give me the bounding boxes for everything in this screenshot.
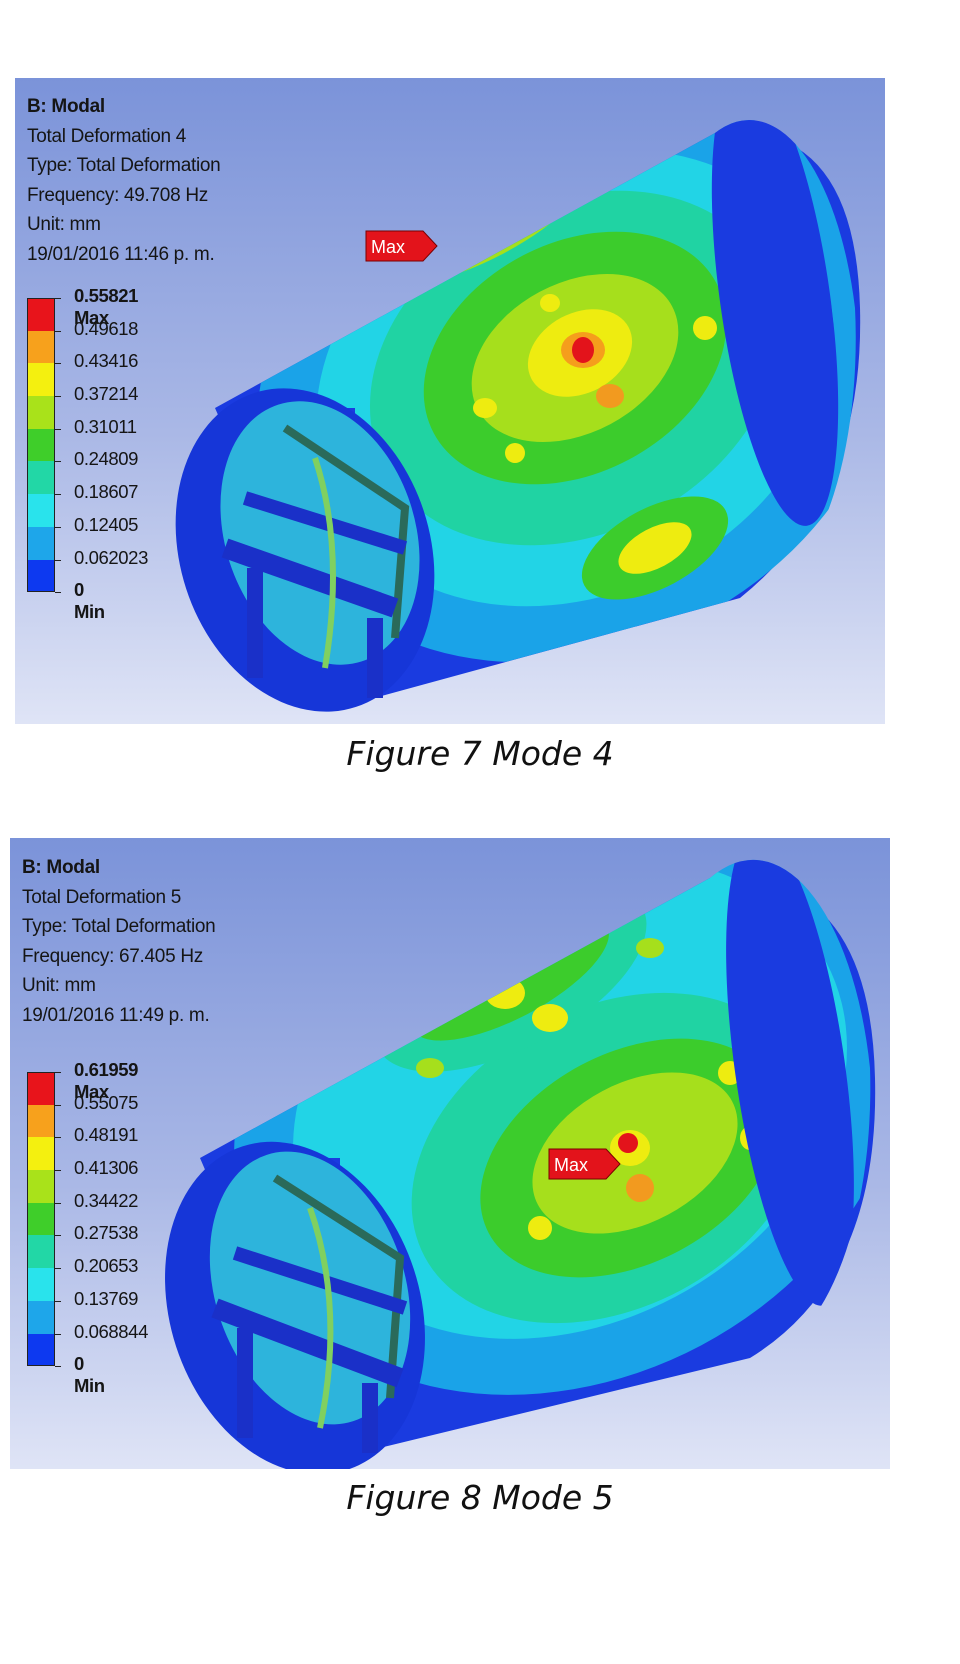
legend-value: 0.13769 xyxy=(74,1287,139,1309)
legend-value: 0.18607 xyxy=(74,481,139,503)
result-unit: Unit: mm xyxy=(22,975,96,996)
legend-tick xyxy=(55,1104,61,1106)
legend-frame xyxy=(27,1072,55,1367)
legend-value: 0.34422 xyxy=(74,1189,139,1211)
analysis-title: B: Modal xyxy=(27,96,105,117)
result-info: B: Modal Total Deformation 5 Type: Total… xyxy=(22,853,216,1030)
legend-value: 0.43416 xyxy=(74,350,139,372)
legend-swatch xyxy=(27,1137,55,1171)
result-view-mode-5: B: Modal Total Deformation 5 Type: Total… xyxy=(10,838,890,1469)
legend-value: 0.37214 xyxy=(74,383,139,405)
result-type: Type: Total Deformation xyxy=(27,155,221,176)
legend-tick xyxy=(55,461,61,463)
legend-swatch xyxy=(27,396,55,429)
max-tag-label: Max xyxy=(371,237,405,257)
result-unit: Unit: mm xyxy=(27,214,101,235)
legend-value: 0.55821 Max xyxy=(74,285,139,328)
legend-tick xyxy=(55,1202,61,1204)
legend-swatch xyxy=(27,559,55,593)
legend-tick xyxy=(55,1170,61,1172)
legend-swatch xyxy=(27,461,55,495)
legend-value: 0.48191 xyxy=(74,1124,139,1146)
legend-value: 0.062023 xyxy=(74,546,148,568)
legend-value: 0 Min xyxy=(74,579,105,623)
legend-tick xyxy=(55,428,61,430)
legend-value: 0.20653 xyxy=(74,1255,139,1277)
figure-caption-8: Figure 8 Mode 5 xyxy=(346,1478,614,1517)
legend-swatch xyxy=(27,428,55,462)
legend-value: 0 Min xyxy=(74,1353,105,1397)
legend-swatch xyxy=(27,1104,55,1138)
legend-value: 0.61959 Max xyxy=(74,1059,139,1102)
deformed-cylinder-mode-5 xyxy=(165,859,876,1469)
legend-tick xyxy=(55,526,61,528)
legend-swatch xyxy=(27,494,55,527)
legend-value: 0.41306 xyxy=(74,1157,139,1179)
legend-tick xyxy=(55,559,61,561)
max-probe-tag: Max xyxy=(548,1148,621,1180)
legend-swatch xyxy=(27,1300,55,1334)
legend-tick xyxy=(55,1300,61,1302)
legend-tick xyxy=(55,592,61,594)
legend-swatch xyxy=(27,1170,55,1203)
legend-tick xyxy=(55,1072,61,1073)
legend-swatch xyxy=(27,298,55,331)
legend-value: 0.27538 xyxy=(74,1222,139,1244)
legend-swatch xyxy=(27,1333,55,1367)
legend-tick xyxy=(55,1268,61,1270)
legend-swatch xyxy=(27,330,55,364)
legend-value: 0.55075 xyxy=(74,1091,139,1113)
legend-tick xyxy=(55,494,61,496)
legend-swatch xyxy=(27,526,55,560)
legend-tick xyxy=(55,1333,61,1335)
result-date: 19/01/2016 11:46 p. m. xyxy=(27,243,215,265)
legend-tick xyxy=(55,1235,61,1237)
max-probe-tag: Max xyxy=(365,230,438,262)
legend-value: 0.24809 xyxy=(74,448,139,470)
legend-tick xyxy=(55,330,61,332)
result-frequency: Frequency: 67.405 Hz xyxy=(22,945,203,967)
legend-value: 0.068844 xyxy=(74,1320,148,1342)
legend-tick xyxy=(55,298,61,299)
legend-tick xyxy=(55,363,61,365)
result-info: B: Modal Total Deformation 4 Type: Total… xyxy=(27,92,221,269)
result-name: Total Deformation 5 xyxy=(22,886,182,908)
deformed-cylinder-mode-4 xyxy=(175,120,861,712)
legend-value: 0.12405 xyxy=(74,513,139,535)
legend-value: 0.31011 xyxy=(74,415,137,437)
legend-value: 0.49618 xyxy=(74,317,139,339)
legend-swatch xyxy=(27,1268,55,1301)
legend-tick xyxy=(55,1137,61,1139)
analysis-title: B: Modal xyxy=(22,857,100,878)
result-view-mode-4: B: Modal Total Deformation 4 Type: Total… xyxy=(15,78,885,724)
legend-frame xyxy=(27,298,55,593)
max-tag-label: Max xyxy=(554,1155,588,1175)
legend-swatch xyxy=(27,363,55,397)
result-name: Total Deformation 4 xyxy=(27,125,187,147)
result-date: 19/01/2016 11:49 p. m. xyxy=(22,1004,210,1026)
legend-tick xyxy=(55,396,61,398)
legend-swatch xyxy=(27,1072,55,1105)
figure-caption-7: Figure 7 Mode 4 xyxy=(346,734,614,773)
result-frequency: Frequency: 49.708 Hz xyxy=(27,184,208,206)
result-type: Type: Total Deformation xyxy=(22,916,216,937)
legend-swatch xyxy=(27,1202,55,1236)
legend-tick xyxy=(55,1366,61,1368)
legend-swatch xyxy=(27,1235,55,1269)
